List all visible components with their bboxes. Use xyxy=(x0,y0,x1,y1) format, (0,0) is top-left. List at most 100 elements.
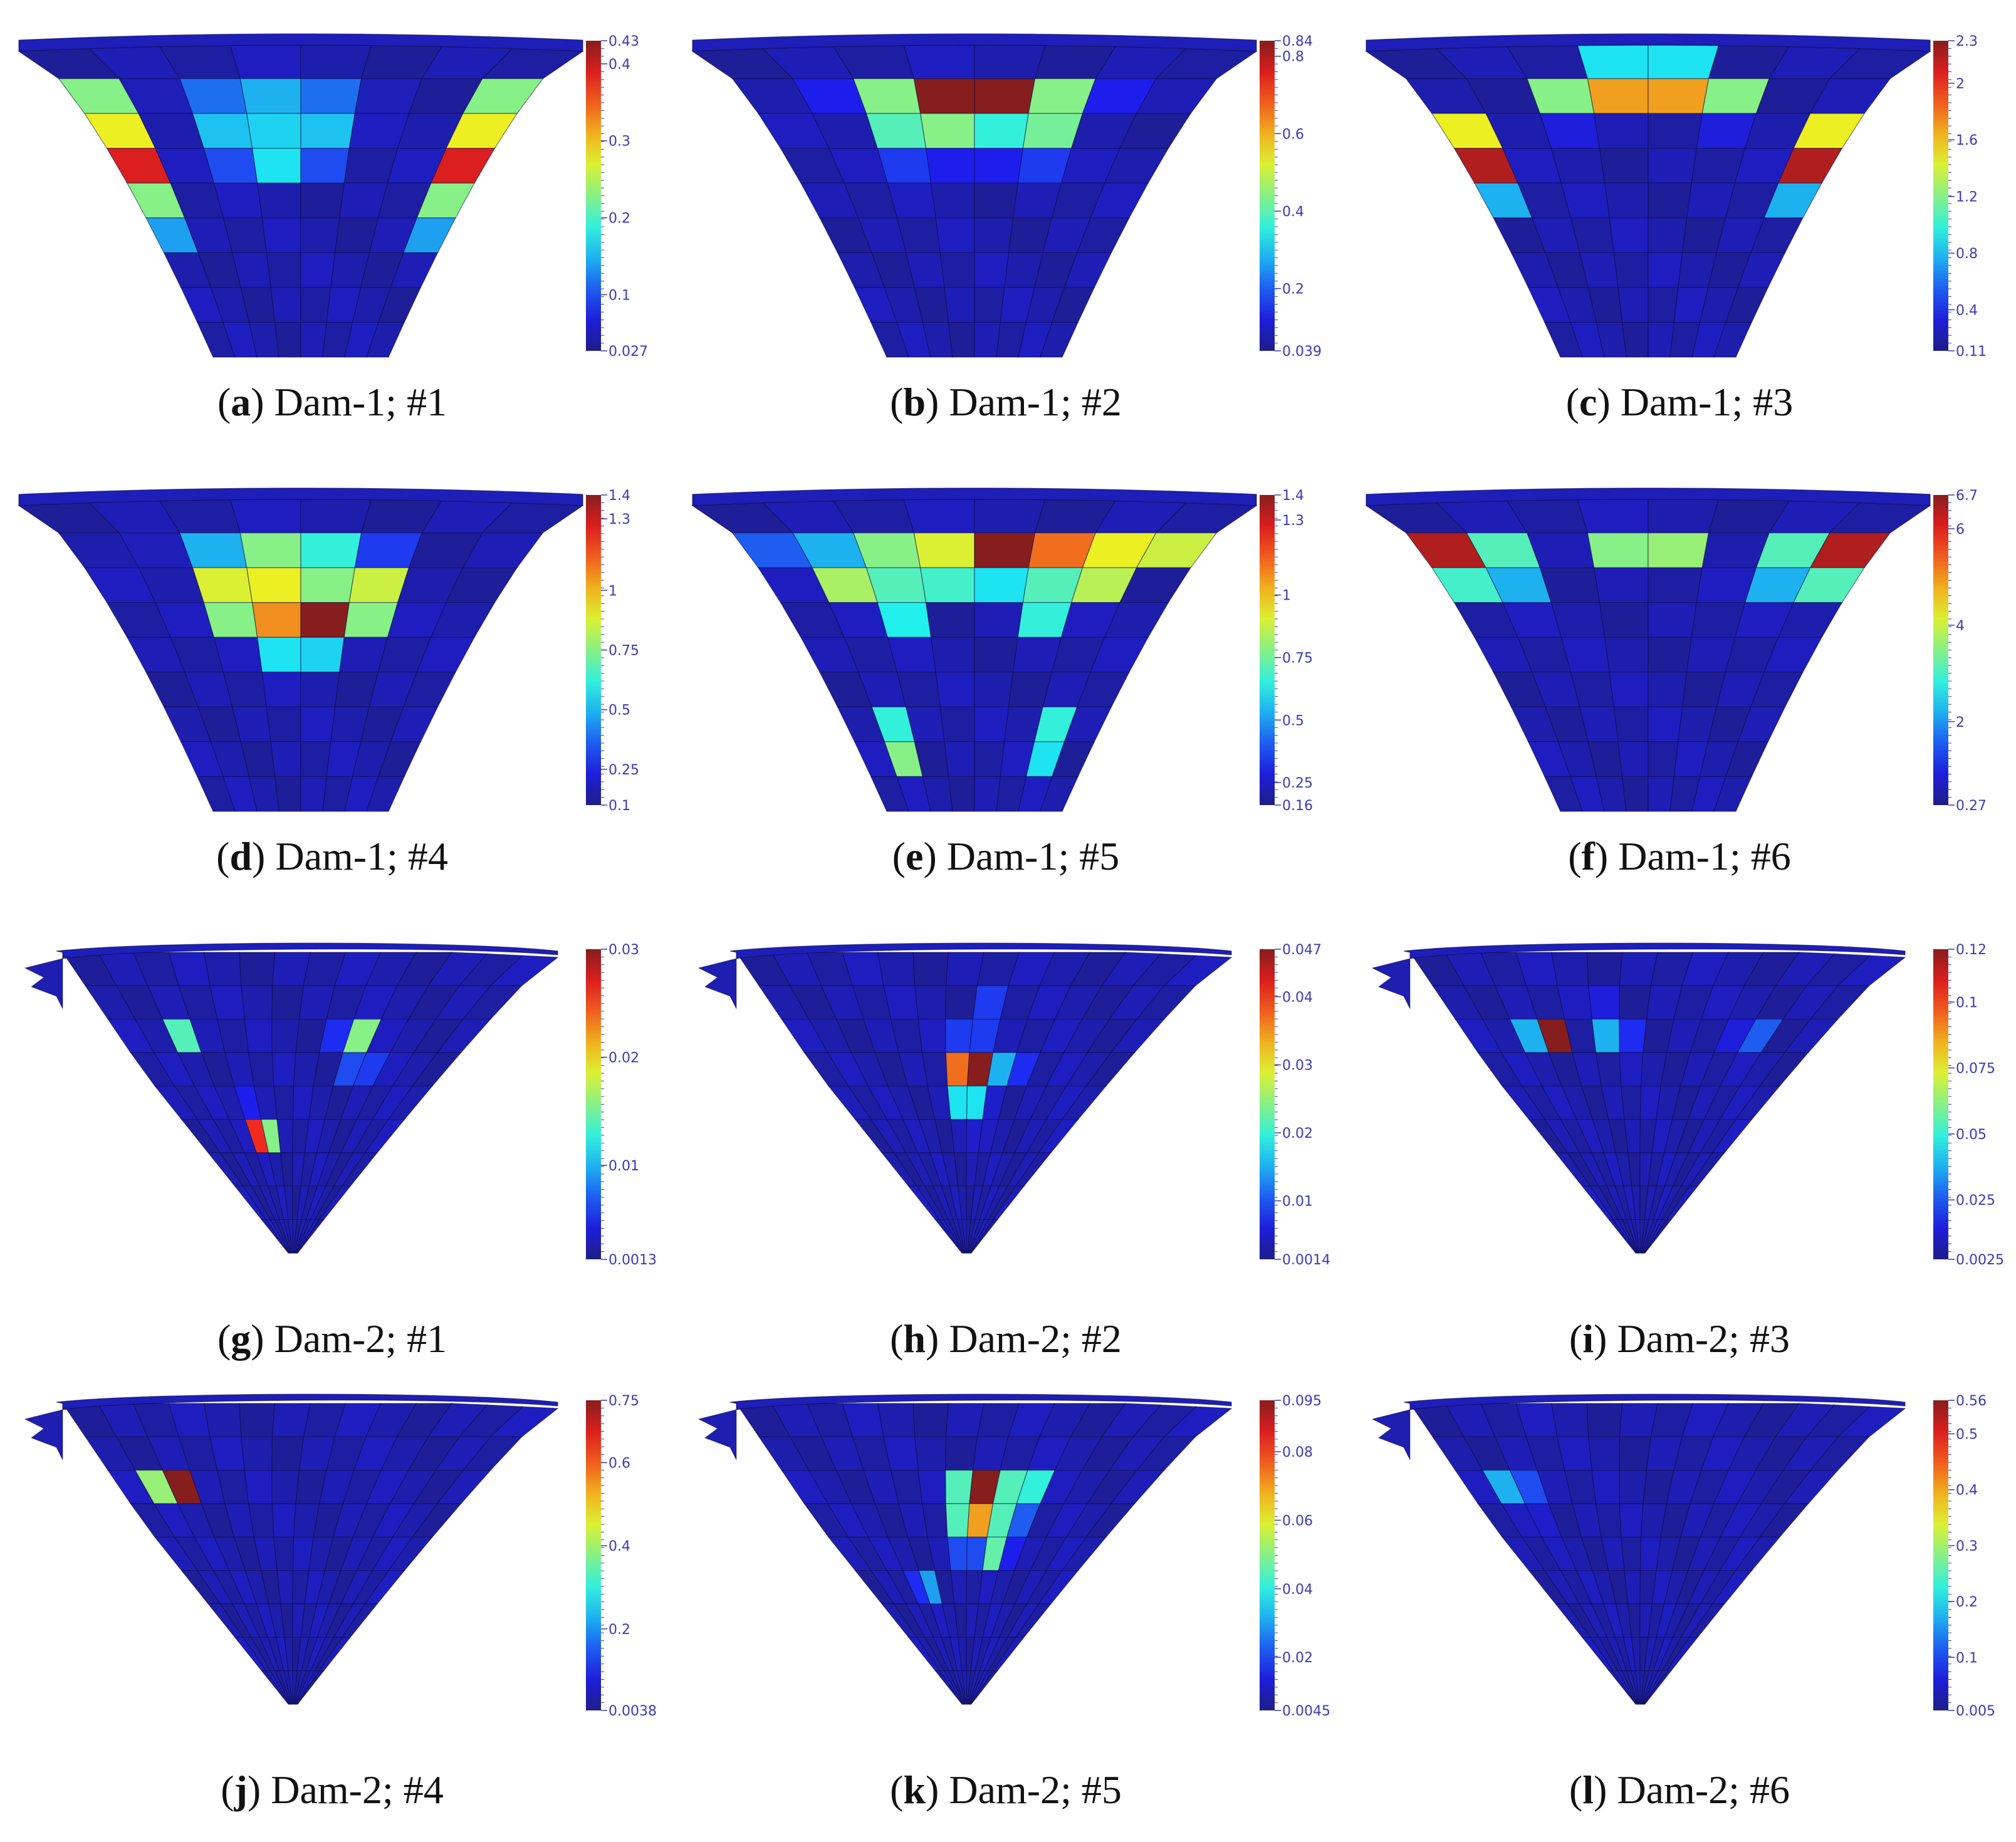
caption-text: Dam-2; #3 xyxy=(1617,1316,1790,1361)
dam-mesh xyxy=(691,487,1258,812)
colorbar-tick-label: 2 xyxy=(1956,76,1965,92)
mesh-element xyxy=(931,182,975,219)
mesh-element xyxy=(1587,532,1649,568)
dam-crest xyxy=(1366,33,1931,52)
mesh-element xyxy=(1613,706,1649,742)
damage-map: 0.047 0.0014 0.04 0.03 0.02 0.01 xyxy=(697,942,1330,1268)
colorbar-tick-label: 0.2 xyxy=(1956,1595,1978,1610)
panel-caption: (d) Dam-1; #4 xyxy=(216,834,448,878)
colorbar-tick-label: 0.02 xyxy=(1282,1126,1313,1142)
mesh-element xyxy=(257,637,301,673)
mesh-element xyxy=(203,1403,242,1437)
panel-k: 0.095 0.0045 0.08 0.06 0.04 0.02 (k) Dam-2; #5 xyxy=(692,1391,1330,1842)
damage-map: 2.3 0.11 2 1.6 1.2 0.8 0.4 xyxy=(1365,33,1987,360)
colorbar-tick-label: 0.8 xyxy=(1956,246,1978,262)
mesh-element xyxy=(974,499,1046,534)
damage-map: 1.4 0.1 1.3 1 0.75 0.5 0.25 xyxy=(18,487,639,814)
mesh-element xyxy=(1594,113,1649,149)
mesh-element xyxy=(1713,321,1753,358)
mesh-element xyxy=(271,1503,296,1538)
mesh-element xyxy=(1577,499,1649,534)
mesh-element xyxy=(270,741,301,778)
mesh-element xyxy=(251,148,301,184)
colorbar-min-label: 0.0014 xyxy=(1282,1252,1330,1268)
mesh-element xyxy=(1613,252,1649,288)
mesh-element xyxy=(270,287,301,323)
colorbar-tick-label: 0.02 xyxy=(1282,1650,1313,1666)
mesh-element xyxy=(300,741,332,778)
dam-mesh xyxy=(18,33,584,358)
colorbar-tick-label: 1 xyxy=(1282,588,1291,604)
mesh-element xyxy=(271,1470,300,1504)
colorbar-tick-label: 0.2 xyxy=(608,211,630,227)
dam-crest xyxy=(56,1393,558,1410)
mesh-element xyxy=(1619,1019,1648,1053)
mesh-element xyxy=(300,287,332,323)
colorbar-tick-label: 0.08 xyxy=(1282,1445,1313,1460)
mesh-element xyxy=(1040,321,1079,358)
colorbar-max-label: 1.4 xyxy=(1282,488,1304,504)
colorbar-tick-label: 0.25 xyxy=(1282,776,1313,791)
mesh-element xyxy=(239,952,276,986)
colorbar-gradient xyxy=(1260,949,1275,1259)
colorbar-min-label: 0.027 xyxy=(608,344,648,360)
dam-mesh xyxy=(1371,942,1906,1254)
colorbar-tick-label: 0.4 xyxy=(1956,303,1978,318)
mesh-element xyxy=(1648,148,1698,184)
mesh-element xyxy=(229,499,301,534)
mesh-element xyxy=(300,602,350,638)
mesh-element xyxy=(1604,637,1649,673)
colorbar-min-label: 0.0045 xyxy=(1282,1704,1330,1719)
mesh-element xyxy=(1588,1436,1621,1471)
panel-caption: (a) Dam-1; #1 xyxy=(217,380,447,424)
mesh-element xyxy=(1619,1052,1644,1086)
colorbar-tick-label: 0.4 xyxy=(1956,1483,1978,1499)
mesh-element xyxy=(1621,1536,1642,1571)
caption-text: Dam-1; #2 xyxy=(949,380,1122,424)
damage-map: 1.4 0.16 1.3 1 0.75 0.5 0.25 xyxy=(691,487,1313,814)
mesh-element xyxy=(1621,1085,1642,1120)
mesh-element xyxy=(1648,637,1692,673)
mesh-element xyxy=(244,1019,273,1053)
mesh-element xyxy=(945,1503,970,1538)
colorbar-tick-label: 0.04 xyxy=(1282,990,1313,1006)
mesh-element xyxy=(974,706,1010,742)
panel-letter: l xyxy=(1582,1767,1594,1812)
mesh-element xyxy=(877,952,916,986)
mesh-element xyxy=(945,1470,974,1504)
colorbar-tick-label: 0.02 xyxy=(608,1050,639,1066)
mesh-element xyxy=(974,637,1018,673)
mesh-element xyxy=(1648,602,1698,638)
mesh-element xyxy=(366,321,405,358)
mesh-element xyxy=(935,672,975,707)
colorbar-tick-label: 0.4 xyxy=(608,57,630,73)
mesh-element xyxy=(266,252,301,288)
mesh-element xyxy=(1643,1219,1672,1254)
mesh-element xyxy=(271,1436,305,1471)
mesh-element xyxy=(203,952,242,986)
damage-map: 0.43 0.027 0.4 0.3 0.2 0.1 xyxy=(18,33,648,360)
damage-map: 0.75 0.0038 0.6 0.4 0.2 xyxy=(24,1393,657,1719)
damage-map: 0.56 0.005 0.5 0.4 0.3 0.2 0.1 xyxy=(1371,1393,1995,1719)
mesh-element xyxy=(945,985,978,1020)
colorbar-gradient xyxy=(1933,1400,1948,1710)
colorbar-min-label: 0.11 xyxy=(1956,344,1987,360)
mesh-element xyxy=(1643,1670,1672,1705)
mesh-element xyxy=(945,1019,974,1053)
colorbar-tick-label: 0.075 xyxy=(1956,1061,1995,1077)
mesh-element xyxy=(1619,1436,1652,1471)
colorbar-tick-label: 0.3 xyxy=(608,134,630,150)
panel-letter: h xyxy=(903,1316,926,1361)
mesh-element xyxy=(903,44,975,80)
caption-text: Dam-2; #5 xyxy=(949,1767,1122,1812)
mesh-element xyxy=(261,217,301,253)
colorbar-tick-label: 0.4 xyxy=(1282,204,1304,220)
dam-mesh xyxy=(24,1393,559,1705)
colorbar-tick-label: 1.2 xyxy=(1956,190,1978,206)
colorbar: 1.4 0.1 1.3 1 0.75 0.5 0.25 xyxy=(586,488,639,814)
mesh-element xyxy=(1586,1403,1623,1437)
mesh-element xyxy=(974,182,1018,219)
mesh-element xyxy=(974,113,1029,149)
mesh-element xyxy=(974,148,1024,184)
dam-mesh xyxy=(1371,1393,1906,1705)
